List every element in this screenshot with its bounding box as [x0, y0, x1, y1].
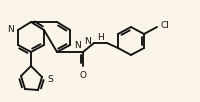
Text: S: S	[47, 74, 52, 84]
Text: H: H	[97, 33, 103, 43]
Text: N: N	[7, 26, 14, 34]
Text: N: N	[74, 40, 80, 49]
Text: O: O	[79, 71, 86, 80]
Text: N: N	[84, 37, 91, 45]
Text: Cl: Cl	[160, 21, 169, 29]
